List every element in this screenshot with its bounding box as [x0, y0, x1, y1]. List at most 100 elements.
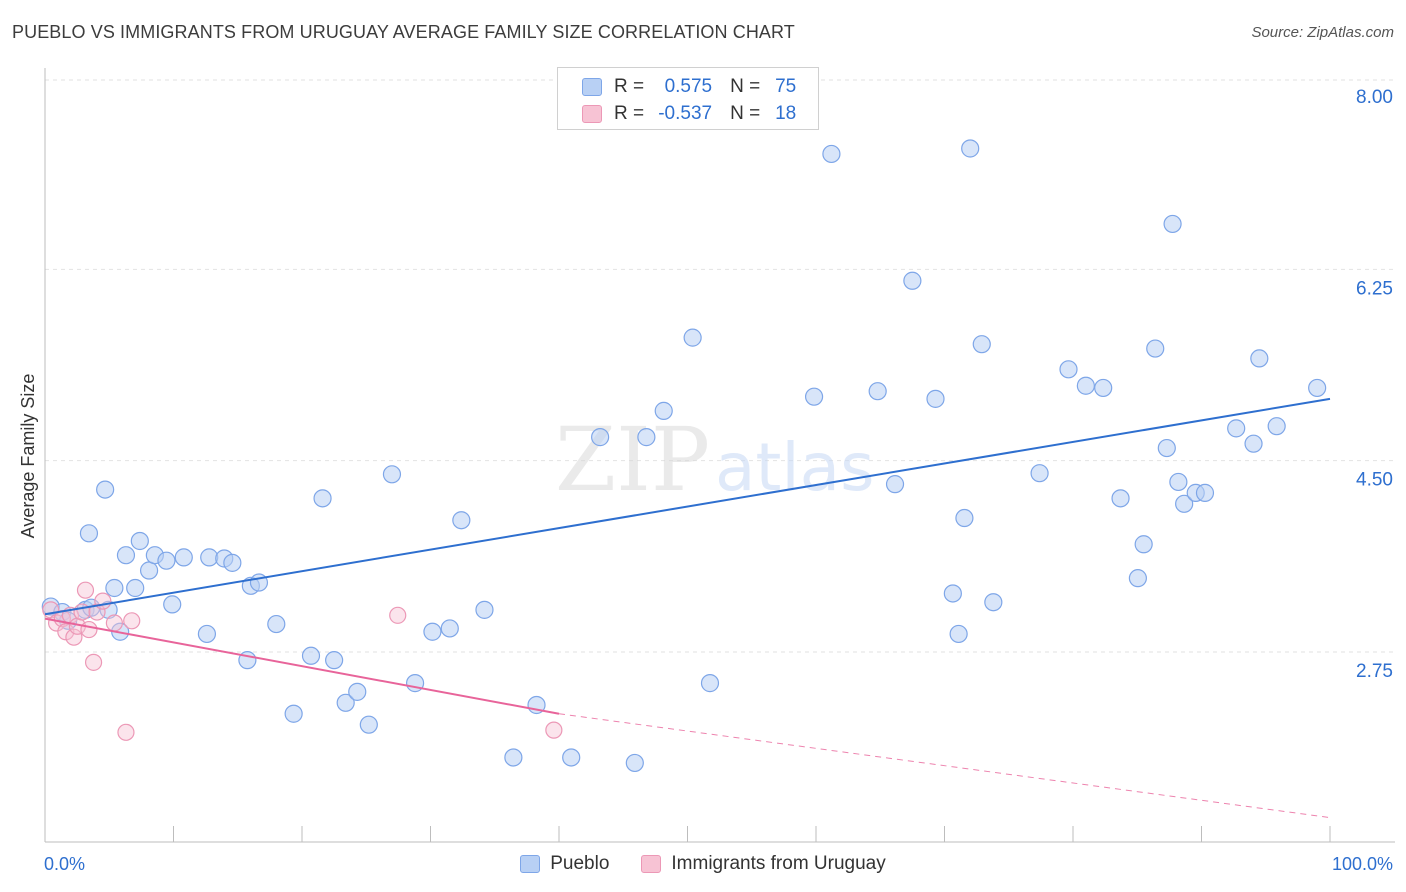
legend-row-pueblo: R = 0.575 N = 75 — [582, 74, 796, 100]
uruguay-point — [84, 653, 103, 671]
pueblo-point — [284, 704, 303, 723]
pueblo-point — [1157, 438, 1176, 458]
uruguay-point — [117, 723, 135, 741]
pueblo-point — [1308, 378, 1327, 398]
pueblo-point — [949, 624, 968, 644]
uruguay-point — [545, 721, 563, 739]
uruguay-trend-extension — [558, 713, 1331, 819]
r-label: R = — [614, 103, 645, 124]
pueblo-point — [336, 693, 355, 712]
pueblo-point — [804, 387, 824, 406]
pueblo-r-value: 0.575 — [664, 76, 713, 97]
uruguay-n-value: 18 — [775, 103, 797, 124]
pueblo-point — [197, 624, 217, 644]
pueblo-point — [382, 465, 402, 484]
pueblo-point — [267, 614, 286, 634]
legend-item-pueblo[interactable]: Pueblo — [520, 853, 609, 875]
pueblo-point — [1146, 339, 1165, 358]
pueblo-point — [1030, 464, 1049, 483]
pueblo-point — [625, 753, 644, 773]
pueblo-point — [868, 382, 887, 401]
pueblo-point — [301, 646, 321, 665]
pueblo-point — [683, 328, 702, 347]
pueblo-point — [1175, 494, 1194, 513]
pueblo-point — [200, 548, 219, 567]
pueblo-point — [943, 584, 962, 603]
pueblo-point — [105, 578, 124, 598]
legend-item-uruguay[interactable]: Immigrants from Uruguay — [641, 853, 886, 875]
uruguay-swatch-icon — [582, 105, 602, 123]
uruguay-trend-line — [44, 617, 560, 715]
uruguay-point — [105, 614, 123, 632]
pueblo-swatch-icon — [582, 78, 602, 96]
pueblo-point — [139, 561, 159, 580]
watermark-zip: ZIP — [555, 408, 710, 511]
pueblo-point — [1195, 483, 1215, 502]
uruguay-point — [88, 603, 106, 621]
y-tick-labels: 2.75 4.50 6.25 8.00 — [1356, 87, 1393, 682]
pueblo-point — [1250, 349, 1269, 368]
pueblo-point — [1128, 569, 1147, 588]
pueblo-point — [348, 682, 367, 701]
pueblo-swatch-icon — [520, 855, 541, 873]
y-axis-label: Average Family Size — [18, 374, 38, 539]
pueblo-point — [961, 139, 980, 158]
pueblo-point — [1094, 378, 1113, 398]
pueblo-point — [423, 622, 442, 641]
axes — [44, 68, 1395, 843]
pueblo-point — [700, 674, 720, 693]
trend-lines — [44, 397, 1331, 819]
uruguay-r-value: -0.537 — [658, 103, 713, 124]
pueblo-point — [1134, 535, 1153, 554]
pueblo-point — [562, 748, 581, 767]
pueblo-point — [325, 651, 344, 670]
y-tick-label: 6.25 — [1356, 278, 1393, 299]
uruguay-point — [123, 612, 141, 630]
legend-label-uruguay: Immigrants from Uruguay — [671, 853, 886, 874]
uruguay-point — [94, 592, 112, 610]
pueblo-point — [654, 401, 673, 420]
x-tick-labels: 0.0% 100.0% — [44, 854, 1393, 874]
pueblo-point — [984, 593, 1003, 612]
legend-label-pueblo: Pueblo — [550, 853, 610, 874]
pueblo-point — [591, 428, 610, 447]
source-label: Source: ZipAtlas.com — [1251, 24, 1394, 41]
y-tick-label: 8.00 — [1356, 87, 1393, 108]
uruguay-point — [80, 620, 98, 639]
grid-lines — [45, 79, 1395, 653]
pueblo-point — [359, 715, 378, 734]
pueblo-point — [313, 489, 332, 508]
pueblo-point — [972, 335, 991, 354]
pueblo-point — [452, 511, 471, 530]
pueblo-point — [475, 600, 494, 619]
pueblo-point — [1267, 417, 1286, 436]
pueblo-point — [1111, 489, 1130, 508]
x-tick-label-max: 100.0% — [1332, 854, 1393, 874]
pueblo-point — [903, 271, 922, 290]
n-label: N = — [730, 76, 761, 97]
pueblo-point — [955, 508, 974, 528]
pueblo-point — [440, 619, 459, 638]
uruguay-point — [65, 628, 83, 646]
n-label: N = — [730, 103, 761, 124]
correlation-legend: R = 0.575 N = 75 R = -0.537 N = 18 — [557, 67, 819, 130]
pueblo-point — [1244, 434, 1263, 453]
y-tick-label: 2.75 — [1356, 661, 1393, 682]
pueblo-point — [926, 389, 945, 408]
pueblo-point — [96, 480, 115, 499]
pueblo-point — [79, 524, 99, 543]
pueblo-trend-line — [44, 397, 1331, 616]
watermark-atlas: atlas — [715, 429, 875, 506]
chart-title: PUEBLO VS IMMIGRANTS FROM URUGUAY AVERAG… — [12, 22, 795, 42]
pueblo-point — [130, 531, 149, 551]
pueblo-point — [174, 548, 193, 567]
pueblo-point — [116, 546, 136, 565]
pueblo-point — [822, 144, 841, 164]
watermark: ZIP atlas — [555, 408, 875, 511]
pueblo-point — [163, 595, 182, 614]
pueblo-point — [637, 428, 656, 447]
series-legend: Pueblo Immigrants from Uruguay — [0, 851, 1406, 877]
pueblo-point — [157, 551, 176, 570]
pueblo-point — [885, 475, 905, 494]
